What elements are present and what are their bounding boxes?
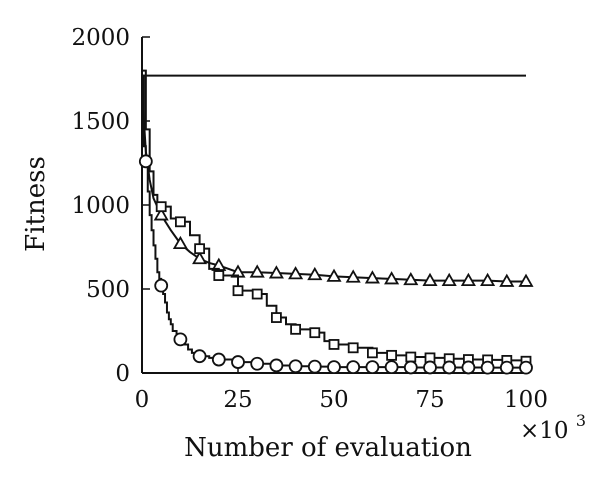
- series-group: [138, 69, 534, 375]
- circle-marker: [346, 360, 361, 375]
- series-line: [142, 74, 526, 369]
- circle-marker: [192, 349, 207, 364]
- circle-marker: [138, 154, 153, 169]
- series-circle: [138, 74, 533, 375]
- circle-marker: [269, 358, 284, 373]
- triangle-marker: [480, 272, 496, 287]
- x-axis-multiplier-exponent: 3: [576, 411, 586, 430]
- x-axis-multiplier: ×10 3: [520, 411, 586, 444]
- square-marker: [386, 349, 398, 361]
- x-tick-label: 100: [504, 387, 548, 413]
- square-marker: [270, 312, 282, 323]
- square-marker: [366, 347, 378, 359]
- square-marker: [405, 351, 417, 363]
- triangle-marker: [518, 273, 534, 287]
- circle-marker: [288, 359, 303, 374]
- triangle-marker: [249, 264, 265, 278]
- square-marker: [174, 216, 186, 228]
- circle-marker: [365, 360, 380, 375]
- circle-marker: [442, 360, 457, 375]
- triangle-marker: [153, 207, 169, 221]
- triangle-marker: [384, 271, 400, 285]
- series-triangle: [141, 75, 534, 287]
- square-marker: [309, 327, 321, 339]
- triangle-marker: [499, 273, 515, 287]
- circle-marker: [327, 360, 341, 375]
- triangle-marker: [268, 265, 284, 279]
- square-marker: [251, 288, 263, 300]
- circle-marker: [231, 355, 245, 369]
- y-tick-label: 1000: [71, 193, 130, 219]
- circle-marker: [154, 278, 169, 293]
- circle-marker: [403, 360, 418, 375]
- triangle-marker: [192, 250, 208, 265]
- triangle-marker: [441, 272, 457, 287]
- triangle-marker: [422, 272, 438, 287]
- x-tick-label: 25: [223, 387, 252, 413]
- circle-marker: [461, 360, 476, 375]
- triangle-marker: [326, 268, 342, 282]
- ticks: 0 500 1000 1500 2000 0 25 50 75 100: [71, 25, 548, 413]
- axes: [141, 37, 526, 374]
- circle-marker: [250, 356, 265, 371]
- circle-marker: [173, 332, 188, 347]
- square-marker: [290, 323, 302, 335]
- circle-marker: [519, 360, 533, 375]
- circle-marker: [480, 360, 495, 375]
- triangle-marker: [288, 266, 304, 280]
- triangle-marker: [307, 266, 323, 281]
- triangle-marker: [403, 271, 419, 286]
- x-axis-multiplier-base: ×10: [520, 418, 569, 444]
- triangle-marker: [364, 270, 380, 284]
- x-tick-label: 50: [319, 387, 348, 413]
- y-axis-title: Fitness: [21, 156, 51, 252]
- y-tick-label: 0: [115, 361, 130, 387]
- x-tick-label: 75: [415, 387, 444, 413]
- square-marker: [347, 342, 359, 354]
- square-marker: [213, 270, 225, 281]
- x-axis-title: Number of evaluation: [184, 433, 472, 463]
- triangle-marker: [345, 269, 361, 283]
- square-marker: [232, 285, 244, 297]
- circle-marker: [211, 352, 226, 367]
- square-marker: [194, 243, 206, 255]
- square-marker: [328, 339, 340, 350]
- circle-marker: [423, 360, 437, 375]
- circle-marker: [307, 359, 322, 374]
- y-tick-label: 1500: [71, 109, 130, 135]
- square-marker: [155, 201, 167, 213]
- y-tick-label: 500: [86, 277, 130, 303]
- circle-marker: [499, 360, 514, 375]
- triangle-marker: [172, 235, 188, 250]
- x-tick-label: 0: [135, 387, 150, 413]
- series-line: [142, 69, 527, 362]
- y-tick-label: 2000: [71, 25, 130, 51]
- series-square: [142, 69, 532, 367]
- circle-marker: [384, 360, 399, 375]
- triangle-marker: [460, 272, 476, 287]
